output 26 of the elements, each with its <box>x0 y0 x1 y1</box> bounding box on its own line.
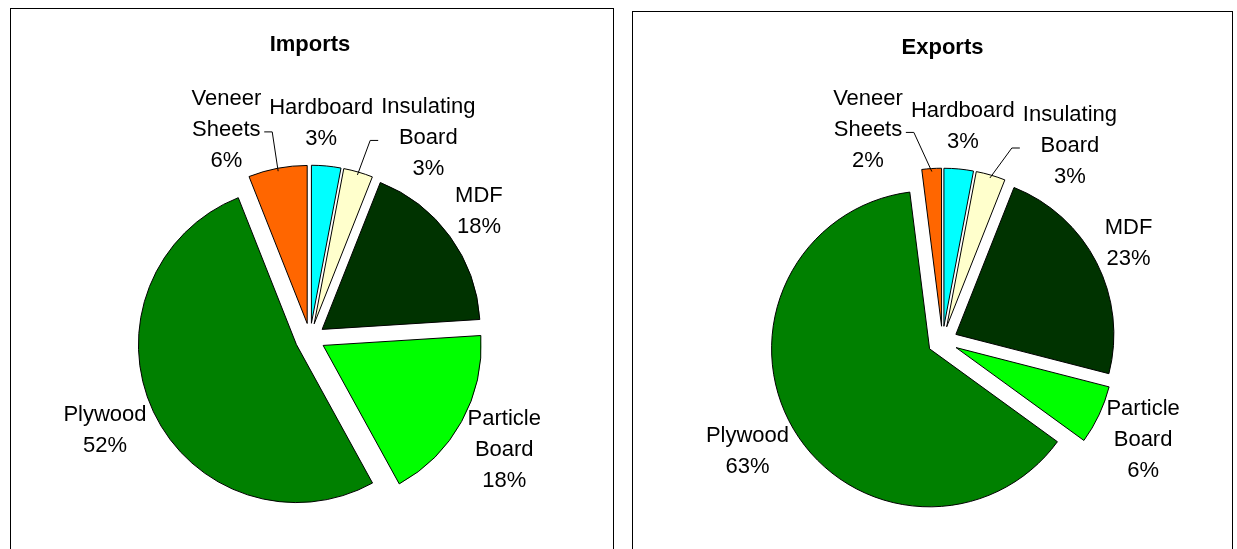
data-label: 2% <box>852 147 884 173</box>
slice-label: Insulating Board <box>381 93 476 150</box>
slice-label: Particle Board <box>467 404 541 461</box>
slice-label: Veneer Sheets <box>833 85 903 142</box>
chart-title: Exports <box>901 34 984 60</box>
slice-label: MDF <box>455 181 503 207</box>
data-label: 63% <box>725 452 770 478</box>
data-label: 23% <box>1106 244 1151 270</box>
slice-label: Particle Board <box>1106 394 1180 451</box>
slice-label: Veneer Sheets <box>191 84 262 141</box>
data-label: 18% <box>482 466 527 492</box>
chart-title: Imports <box>269 31 351 57</box>
data-label: 6% <box>1127 456 1159 482</box>
slice-label: Hardboard <box>269 93 374 119</box>
data-label: 3% <box>946 127 979 153</box>
data-label: 18% <box>456 212 501 238</box>
data-label: 3% <box>305 124 338 150</box>
slice-label: Plywood <box>63 400 147 426</box>
data-label: 52% <box>82 431 128 457</box>
data-label: 6% <box>210 146 243 172</box>
slice-label: MDF <box>1104 213 1153 239</box>
data-label: 3% <box>412 155 445 181</box>
slice-label: Insulating Board <box>1022 101 1118 158</box>
slice-label: Hardboard <box>910 96 1015 122</box>
data-label: 3% <box>1054 163 1086 189</box>
slice-label: Plywood <box>705 421 790 447</box>
